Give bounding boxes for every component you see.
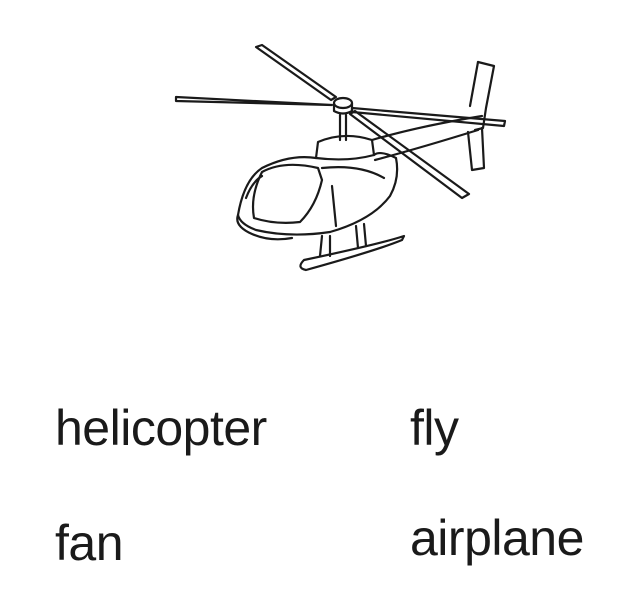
- choice-helicopter[interactable]: helicopter: [55, 400, 267, 456]
- choice-fan[interactable]: fan: [55, 515, 124, 571]
- helicopter-picture: [170, 40, 515, 280]
- choice-fly[interactable]: fly: [410, 400, 459, 456]
- choice-airplane[interactable]: airplane: [410, 510, 584, 566]
- helicopter-icon: [174, 43, 507, 272]
